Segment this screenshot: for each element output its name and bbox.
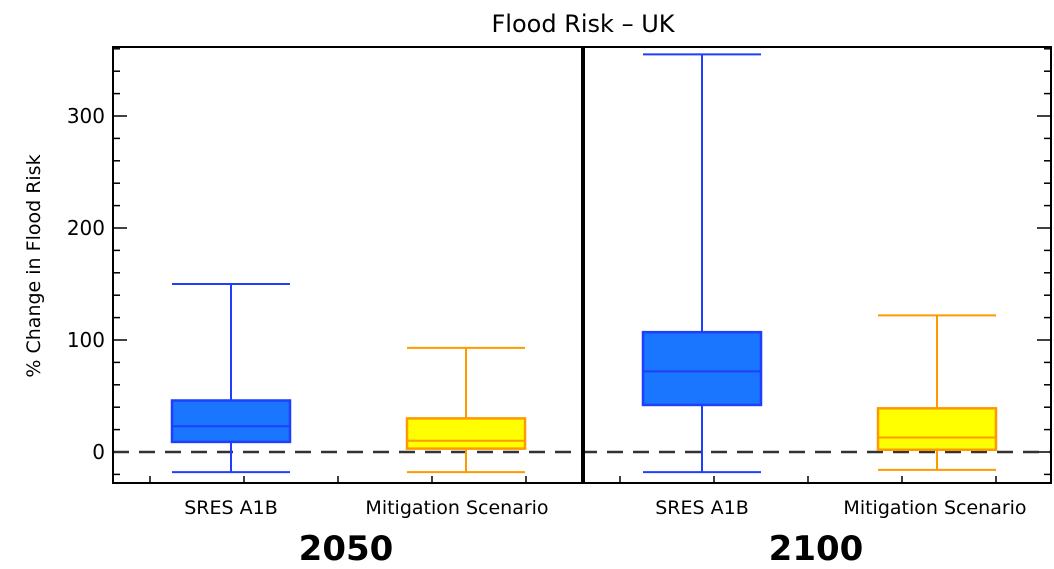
x-tick-label: Mitigation Scenario [365, 497, 548, 519]
y-tick-label: 200 [67, 216, 105, 240]
box-2100-1 [876, 314, 998, 471]
plot-area [113, 47, 1051, 483]
chart-title: Flood Risk – UK [491, 10, 675, 38]
x-tick-label: Mitigation Scenario [843, 497, 1026, 519]
box-2050-0 [170, 283, 292, 474]
iqr-box [876, 407, 998, 452]
iqr-box [405, 417, 527, 450]
y-tick-label: 100 [67, 328, 105, 352]
group-label-2050: 2050 [299, 529, 394, 569]
x-tick-label: SRES A1B [655, 497, 749, 519]
iqr-box [170, 399, 292, 444]
y-axis-label: % Change in Flood Risk [23, 154, 45, 377]
y-tick-label: 0 [92, 440, 105, 464]
iqr-box [641, 330, 763, 407]
y-tick-label: 300 [67, 104, 105, 128]
x-tick-label: SRES A1B [184, 497, 278, 519]
plot-frame [112, 46, 1052, 484]
group-label-2100: 2100 [769, 529, 864, 569]
box-2100-0 [641, 53, 763, 474]
box-2050-1 [405, 346, 527, 474]
